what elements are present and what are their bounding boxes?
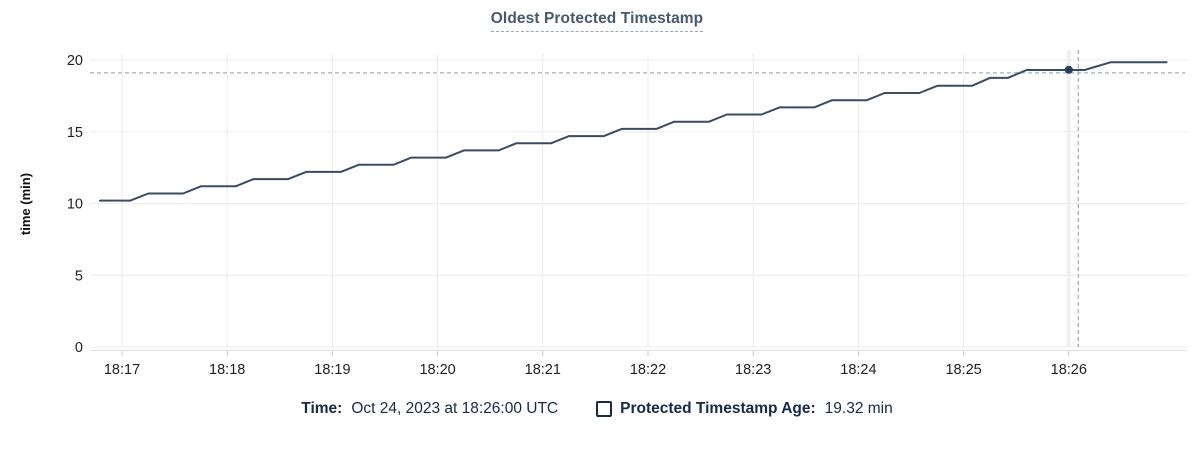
series-checkbox[interactable] <box>596 401 613 417</box>
legend-time-label: Time: <box>301 400 343 417</box>
x-tick-label: 18:25 <box>945 362 981 378</box>
y-tick-label: 0 <box>75 340 83 356</box>
chart[interactable]: 0 5 10 15 20 18:17 18:18 18:19 18:20 18:21 18:22 18… <box>0 44 1194 384</box>
legend-series-label: Protected Timestamp Age: <box>620 400 816 417</box>
hover-point-dot <box>1064 65 1073 74</box>
y-tick-label: 5 <box>75 268 83 284</box>
x-tick-label: 18:19 <box>314 362 350 378</box>
chart-title[interactable]: Oldest Protected Timestamp <box>490 10 704 32</box>
legend-series-item: Protected Timestamp Age: 19.32 min <box>596 400 893 418</box>
x-tick-label: 18:22 <box>630 362 666 378</box>
x-tick-label: 18:18 <box>209 362 245 378</box>
y-tick-label: 10 <box>67 197 83 213</box>
chart-header: Oldest Protected Timestamp <box>0 10 1194 42</box>
y-axis-title: time (min) <box>18 173 33 235</box>
legend-time-value: Oct 24, 2023 at 18:26:00 UTC <box>351 400 559 417</box>
x-tick-label: 18:24 <box>840 362 876 378</box>
x-tick-label: 18:20 <box>419 362 455 378</box>
y-tick-label: 15 <box>67 125 83 141</box>
hover-legend: Time: Oct 24, 2023 at 18:26:00 UTC Prote… <box>0 400 1194 418</box>
legend-time-item: Time: Oct 24, 2023 at 18:26:00 UTC <box>301 400 558 418</box>
y-tick-label: 20 <box>67 53 83 69</box>
x-tick-label: 18:17 <box>104 362 140 378</box>
x-tick-label: 18:23 <box>735 362 771 378</box>
legend-series-value: 19.32 min <box>824 400 893 417</box>
x-tick-label: 18:26 <box>1051 362 1087 378</box>
series-line <box>98 61 1168 202</box>
x-tick-label: 18:21 <box>525 362 561 378</box>
